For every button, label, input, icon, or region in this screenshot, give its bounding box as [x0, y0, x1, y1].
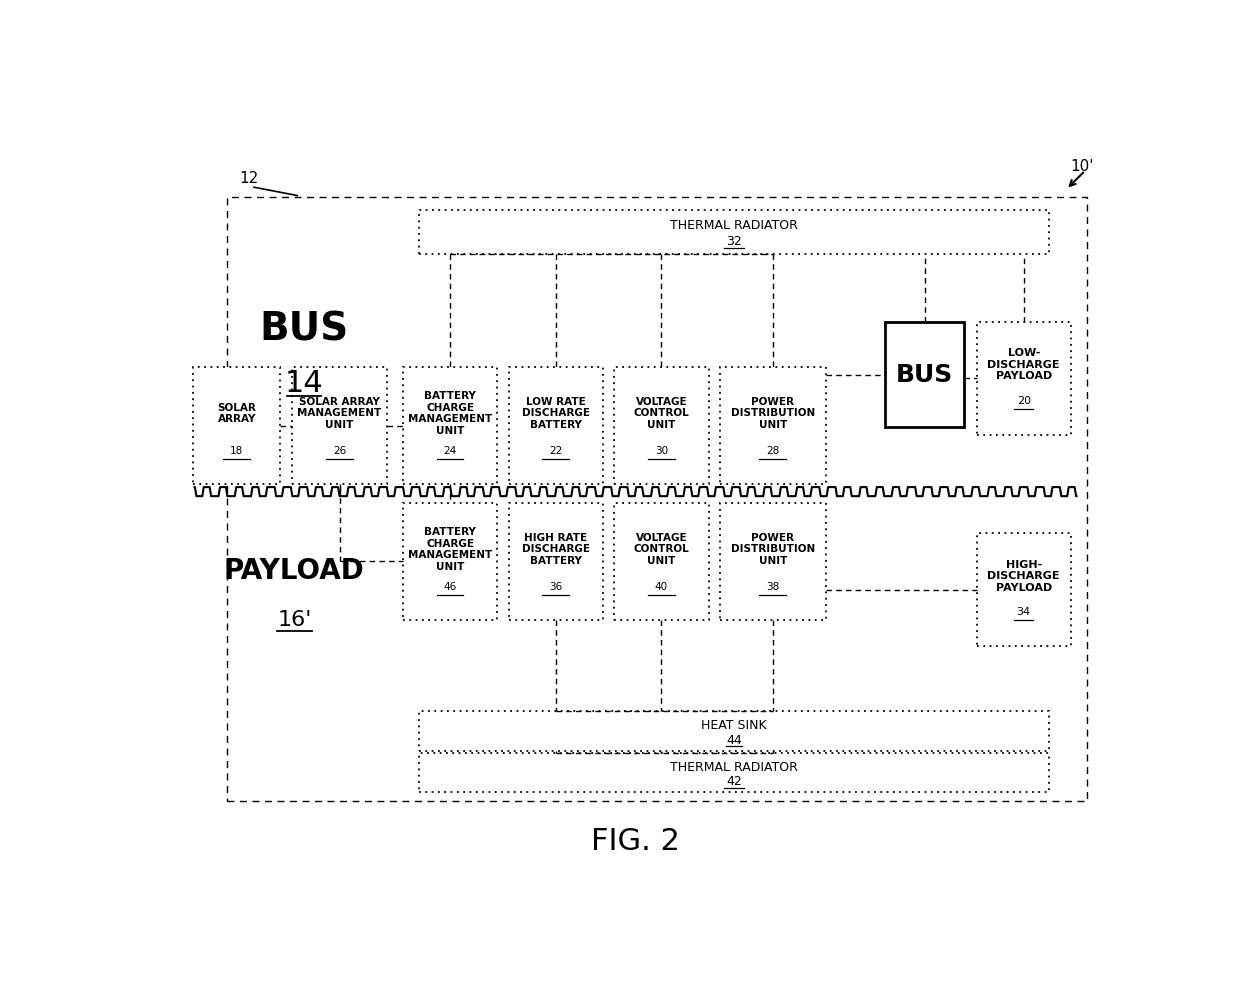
Bar: [419, 753, 1049, 793]
Text: PAYLOAD: PAYLOAD: [224, 557, 365, 585]
Bar: [193, 367, 280, 484]
Text: FIG. 2: FIG. 2: [591, 827, 680, 855]
Bar: [720, 367, 826, 484]
Text: 28: 28: [766, 446, 780, 456]
Text: 36: 36: [549, 582, 563, 593]
Text: 22: 22: [549, 446, 563, 456]
Text: 40: 40: [655, 582, 668, 593]
Text: THERMAL RADIATOR: THERMAL RADIATOR: [670, 761, 799, 774]
Bar: [614, 367, 708, 484]
Text: 26: 26: [332, 446, 346, 456]
Text: HIGH RATE
DISCHARGE
BATTERY: HIGH RATE DISCHARGE BATTERY: [522, 533, 590, 566]
Bar: [977, 322, 1071, 435]
Bar: [508, 503, 603, 620]
Bar: [720, 503, 826, 620]
Bar: [977, 534, 1071, 646]
Text: 44: 44: [727, 734, 742, 747]
Text: POWER
DISTRIBUTION
UNIT: POWER DISTRIBUTION UNIT: [730, 397, 815, 430]
Text: 34: 34: [1017, 607, 1030, 617]
Text: BUS: BUS: [259, 310, 348, 348]
Text: 14: 14: [285, 369, 324, 398]
Text: HIGH-
DISCHARGE
PAYLOAD: HIGH- DISCHARGE PAYLOAD: [987, 559, 1060, 593]
Text: THERMAL RADIATOR: THERMAL RADIATOR: [670, 219, 799, 232]
Text: POWER
DISTRIBUTION
UNIT: POWER DISTRIBUTION UNIT: [730, 533, 815, 566]
Bar: [419, 711, 1049, 750]
Text: BUS: BUS: [897, 363, 954, 387]
Bar: [403, 503, 497, 620]
Text: 46: 46: [444, 582, 456, 593]
Text: BATTERY
CHARGE
MANAGEMENT
UNIT: BATTERY CHARGE MANAGEMENT UNIT: [408, 391, 492, 436]
Text: 10': 10': [1070, 159, 1094, 174]
Text: LOW-
DISCHARGE
PAYLOAD: LOW- DISCHARGE PAYLOAD: [987, 348, 1060, 382]
Text: VOLTAGE
CONTROL
UNIT: VOLTAGE CONTROL UNIT: [634, 397, 689, 430]
Text: SOLAR
ARRAY: SOLAR ARRAY: [217, 402, 257, 424]
Text: 12: 12: [239, 171, 259, 185]
Bar: [614, 503, 708, 620]
Text: 38: 38: [766, 582, 780, 593]
Text: SOLAR ARRAY
MANAGEMENT
UNIT: SOLAR ARRAY MANAGEMENT UNIT: [298, 397, 382, 430]
Text: 42: 42: [727, 775, 742, 788]
Text: LOW RATE
DISCHARGE
BATTERY: LOW RATE DISCHARGE BATTERY: [522, 397, 590, 430]
Text: 20: 20: [1017, 396, 1030, 406]
Text: 18: 18: [231, 446, 243, 456]
Bar: [293, 367, 387, 484]
Bar: [419, 210, 1049, 254]
Text: 24: 24: [444, 446, 456, 456]
Bar: [885, 322, 965, 428]
Text: 30: 30: [655, 446, 668, 456]
Text: 16': 16': [278, 610, 311, 630]
Bar: [403, 367, 497, 484]
Text: VOLTAGE
CONTROL
UNIT: VOLTAGE CONTROL UNIT: [634, 533, 689, 566]
Text: BATTERY
CHARGE
MANAGEMENT
UNIT: BATTERY CHARGE MANAGEMENT UNIT: [408, 527, 492, 572]
Text: 32: 32: [727, 235, 742, 248]
Text: HEAT SINK: HEAT SINK: [701, 719, 766, 732]
Bar: [508, 367, 603, 484]
Bar: [227, 197, 1087, 801]
